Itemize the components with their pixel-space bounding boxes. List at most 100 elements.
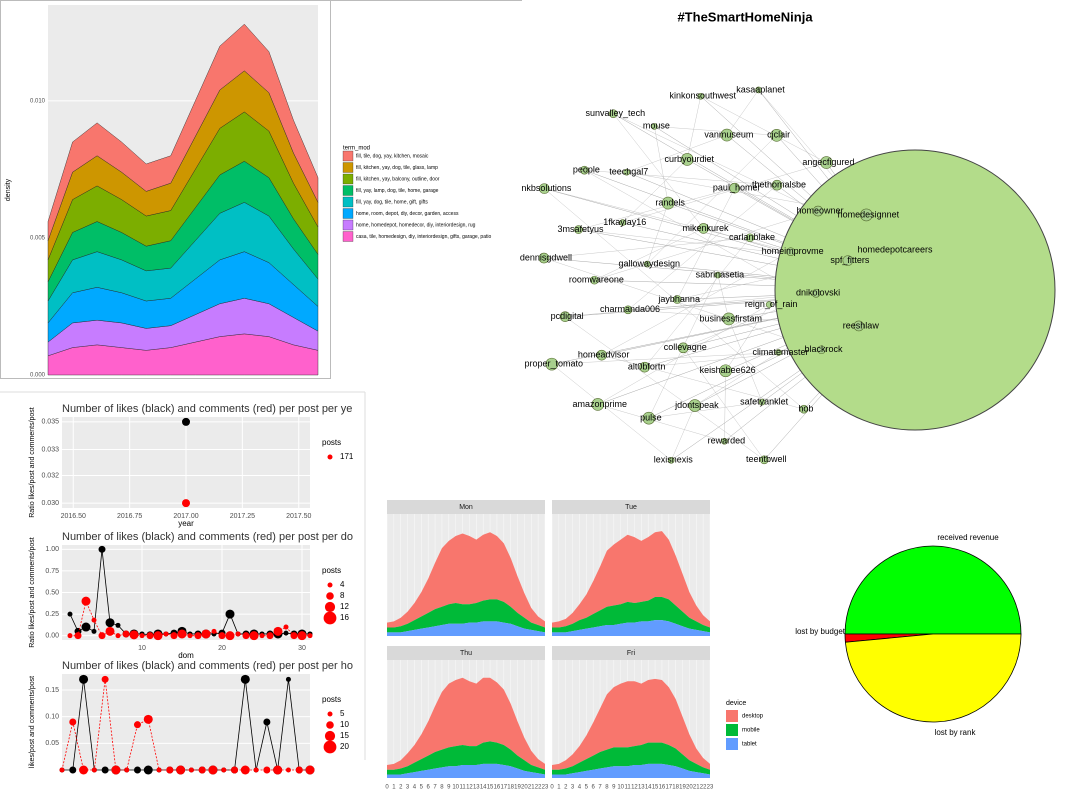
point [283,624,289,630]
y-tick-label: 0.05 [45,740,59,747]
x-tick-label: 2017.00 [173,513,198,520]
edge [694,352,779,406]
node-label: randels [655,197,685,207]
x-tick-label: 3 [406,785,410,791]
plot-area [67,545,313,641]
node [770,129,783,142]
point [139,633,145,639]
x-tick-label: 7 [598,785,602,791]
y-tick-label: 0.035 [41,419,59,426]
edge [543,257,822,350]
edge [687,159,794,221]
point [98,632,106,640]
node-label: reign_of_rain [745,299,798,309]
edge [627,185,778,310]
edge [594,228,704,281]
point [101,675,109,683]
edge [717,274,776,280]
legend-label: mobile [742,728,760,734]
point [273,626,283,636]
hub-label: homedepotcareers [857,244,933,254]
plot-area [59,674,315,775]
x-axis-label: year [178,519,194,528]
node-label: sabrinasetia [696,269,745,279]
y-tick-label: 0.010 [30,99,46,105]
edge [565,293,817,317]
pie-chart: received revenue lost by budget lost by ra… [795,533,1022,737]
edge [654,126,777,136]
point [263,718,271,726]
y-axis-label: Ratio likes/post and comments/post [29,537,36,648]
point [201,629,211,639]
x-tick-label: 2016.50 [61,513,86,520]
x-tick-label: 12 [466,785,473,791]
x-tick-label: 13 [473,785,480,791]
node-label: keishabee626 [700,365,756,375]
point [115,633,121,639]
edge [565,300,776,317]
x-tick-label: 6 [427,785,431,791]
strip-label: Fri [627,650,636,657]
legend-swatch [726,724,738,736]
point [194,632,202,640]
edge [626,171,786,238]
y-tick-label: 0.000 [30,373,46,379]
point [59,767,65,773]
chart-title: Number of likes (black) and comments (re… [62,660,353,672]
point [198,766,206,774]
point [98,545,106,553]
x-tick-label: 21 [528,785,535,791]
x-tick-label: 4 [578,785,582,791]
x-tick-label: 1 [392,785,396,791]
edge [597,304,770,405]
edge [671,369,801,461]
node [811,288,821,298]
x-tick-label: 8 [440,785,444,791]
node-label: businessfirstam [699,313,762,323]
node-label: sunvalley_tech [586,108,646,118]
point [285,676,291,682]
legend-marker [326,721,334,729]
y-tick-label: 0.25 [45,611,59,618]
node [745,233,755,243]
legend-label: fill, tile, dog, yay, kitchen, mosaic [356,153,429,159]
edge [578,187,735,230]
legend-label: 4 [340,580,345,589]
network-title: #TheSmartHomeNinja [677,9,813,24]
likes-comments-chart: 0.05 0.10 0.15 Number of likes (black) and … [29,660,353,775]
node-label: thethomalsbe [752,180,806,190]
x-tick-label: 11 [624,785,631,791]
legend-title: posts [322,566,341,575]
node [677,342,689,354]
node-label: blackrock [804,344,843,354]
x-tick-label: 19 [514,785,521,791]
area [387,599,545,633]
legend-label: 171 [340,452,354,461]
area [387,621,545,636]
legend-label: 15 [340,731,349,740]
y-tick-label: 0.032 [41,472,59,479]
point [69,766,77,774]
legend-label: 16 [340,613,349,622]
x-tick-label: 16 [659,785,666,791]
legend-label: tablet [742,742,757,748]
legend-marker [327,582,333,588]
edge [728,318,763,403]
node [759,455,769,465]
point [133,721,141,729]
x-tick-label: 18 [672,785,679,791]
node [672,295,682,304]
x-tick-label: 18 [507,785,514,791]
edge [601,251,791,356]
edge [626,134,727,173]
legend-label: 12 [340,602,349,611]
point [111,765,121,775]
x-tick-label: 9 [447,785,451,791]
area [387,763,545,778]
edge [601,354,804,410]
y-axis-label: likes/post and comments/post [29,676,36,768]
point [79,674,89,684]
node-label: angecfigured [802,157,854,167]
y-tick-label: 0.15 [45,687,59,694]
